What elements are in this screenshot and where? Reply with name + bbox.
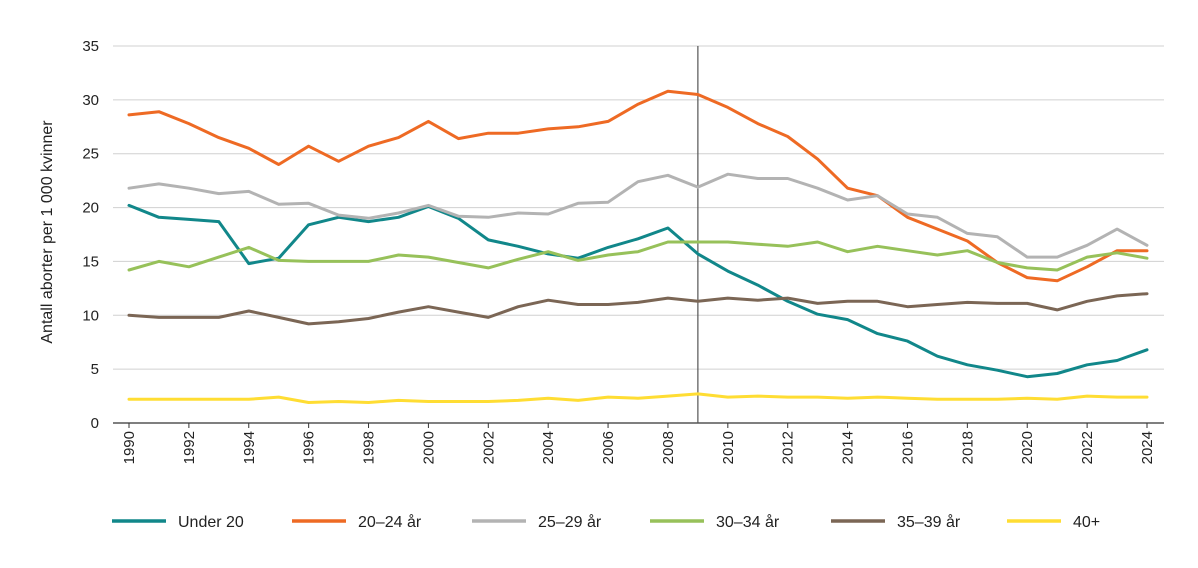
series-line-3 [127, 240, 1149, 272]
series-line-5 [127, 392, 1149, 404]
y-axis-label: Antall aborter per 1 000 kvinner [39, 120, 56, 344]
legend-label: 40+ [1073, 514, 1100, 531]
x-tick-label: 2002 [480, 431, 497, 464]
series-line-4 [127, 292, 1149, 326]
x-tick-label: 2024 [1139, 431, 1156, 464]
legend: Under 20 20–24 år 25–29 år 30–34 år 35–39 år… [112, 513, 1100, 531]
legend-label: 20–24 år [358, 513, 422, 531]
x-axis-ticks: 1990 1992 1994 1996 1998 2000 2002 2004 2006 2008… [121, 423, 1156, 464]
legend-label: 30–34 år [716, 513, 780, 531]
x-tick-label: 2014 [840, 431, 857, 464]
x-tick-label: 2008 [660, 431, 677, 464]
y-tick-label: 20 [82, 200, 99, 217]
series-line-1 [127, 89, 1149, 283]
x-tick-label: 2020 [1019, 431, 1036, 464]
y-tick-label: 5 [91, 361, 99, 378]
x-tick-label: 1990 [121, 431, 138, 464]
x-tick-label: 2000 [420, 431, 437, 464]
x-tick-label: 2022 [1079, 431, 1096, 464]
series-lines [127, 89, 1149, 404]
x-tick-label: 1996 [301, 431, 318, 464]
y-tick-label: 10 [82, 307, 99, 324]
y-tick-label: 30 [82, 92, 99, 109]
legend-label: Under 20 [178, 514, 244, 531]
x-tick-label: 2012 [780, 431, 797, 464]
x-tick-label: 1994 [241, 431, 258, 464]
x-tick-label: 2006 [600, 431, 617, 464]
y-tick-label: 0 [91, 415, 99, 432]
x-tick-label: 2004 [540, 431, 557, 464]
series-line-2 [127, 172, 1149, 259]
y-tick-label: 25 [82, 146, 99, 163]
series-line-0 [127, 203, 1149, 379]
legend-label: 25–29 år [538, 513, 602, 531]
x-tick-label: 1992 [181, 431, 198, 464]
x-tick-label: 2016 [899, 431, 916, 464]
legend-label: 35–39 år [897, 513, 961, 531]
x-tick-label: 2018 [959, 431, 976, 464]
x-tick-label: 1998 [361, 431, 378, 464]
y-tick-label: 35 [82, 38, 99, 55]
x-tick-label: 2010 [720, 431, 737, 464]
y-tick-label: 15 [82, 253, 99, 270]
y-axis-ticks: 0 5 10 15 20 25 30 35 [82, 38, 99, 432]
